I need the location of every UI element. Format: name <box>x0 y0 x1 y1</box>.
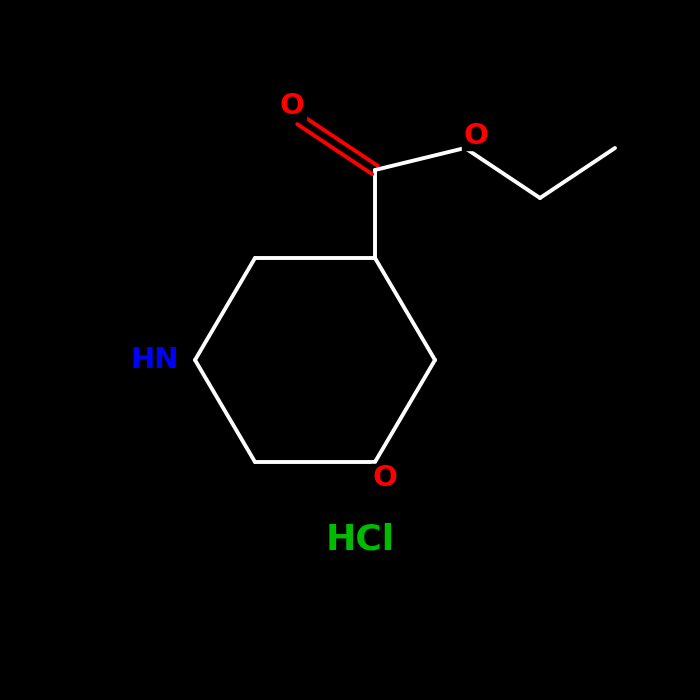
Text: HN: HN <box>131 346 179 374</box>
Bar <box>129 345 181 375</box>
Bar <box>371 464 399 492</box>
Text: HCl: HCl <box>326 523 395 557</box>
Text: O: O <box>279 92 304 120</box>
Bar <box>328 522 393 558</box>
Bar <box>278 92 306 120</box>
Text: O: O <box>372 464 398 492</box>
Text: O: O <box>463 122 489 150</box>
Bar <box>462 122 490 150</box>
